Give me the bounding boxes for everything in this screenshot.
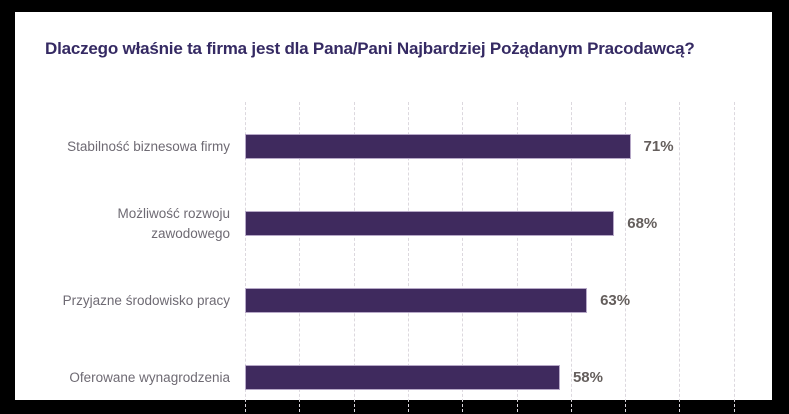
value-label: 63% bbox=[600, 292, 631, 309]
bar bbox=[245, 134, 631, 159]
bar-track: 63% bbox=[245, 262, 788, 339]
chart-canvas: Dlaczego właśnie ta firma jest dla Pana/… bbox=[15, 12, 772, 412]
bar-track: 68% bbox=[245, 185, 788, 262]
gridline bbox=[353, 102, 355, 412]
gridline bbox=[733, 102, 735, 412]
value-label: 68% bbox=[627, 215, 658, 232]
category-label: Przyjazne środowisko pracy bbox=[62, 292, 230, 308]
bar-row: Przyjazne środowisko pracy 63% bbox=[45, 262, 788, 339]
chart-title: Dlaczego właśnie ta firma jest dla Pana/… bbox=[45, 39, 695, 58]
plot-area bbox=[245, 102, 788, 412]
bar-rows: Stabilność biznesowa firmy 71% Możliwość… bbox=[45, 108, 788, 414]
gridline bbox=[679, 102, 681, 412]
gridline bbox=[516, 102, 518, 412]
value-label: 58% bbox=[572, 369, 603, 386]
bar bbox=[245, 365, 560, 390]
gridline bbox=[245, 102, 246, 412]
bar-track: 58% bbox=[245, 339, 788, 414]
category-label: Możliwość rozwoju zawodowego bbox=[117, 205, 230, 241]
bar-row: Stabilność biznesowa firmy 71% bbox=[45, 108, 788, 185]
gridline bbox=[299, 102, 301, 412]
value-label: 71% bbox=[643, 138, 674, 155]
category-label: Oferowane wynagrodzenia bbox=[69, 369, 230, 385]
gridline bbox=[407, 102, 409, 412]
bar-row: Możliwość rozwoju zawodowego 68% bbox=[45, 185, 788, 262]
bar-row: Oferowane wynagrodzenia 58% bbox=[45, 339, 788, 414]
bar-track: 71% bbox=[245, 108, 788, 185]
category-label: Stabilność biznesowa firmy bbox=[67, 138, 230, 154]
gridline bbox=[570, 102, 572, 412]
gridline bbox=[625, 102, 627, 412]
bar bbox=[245, 288, 588, 313]
gridline bbox=[462, 102, 464, 412]
bar bbox=[245, 211, 615, 236]
